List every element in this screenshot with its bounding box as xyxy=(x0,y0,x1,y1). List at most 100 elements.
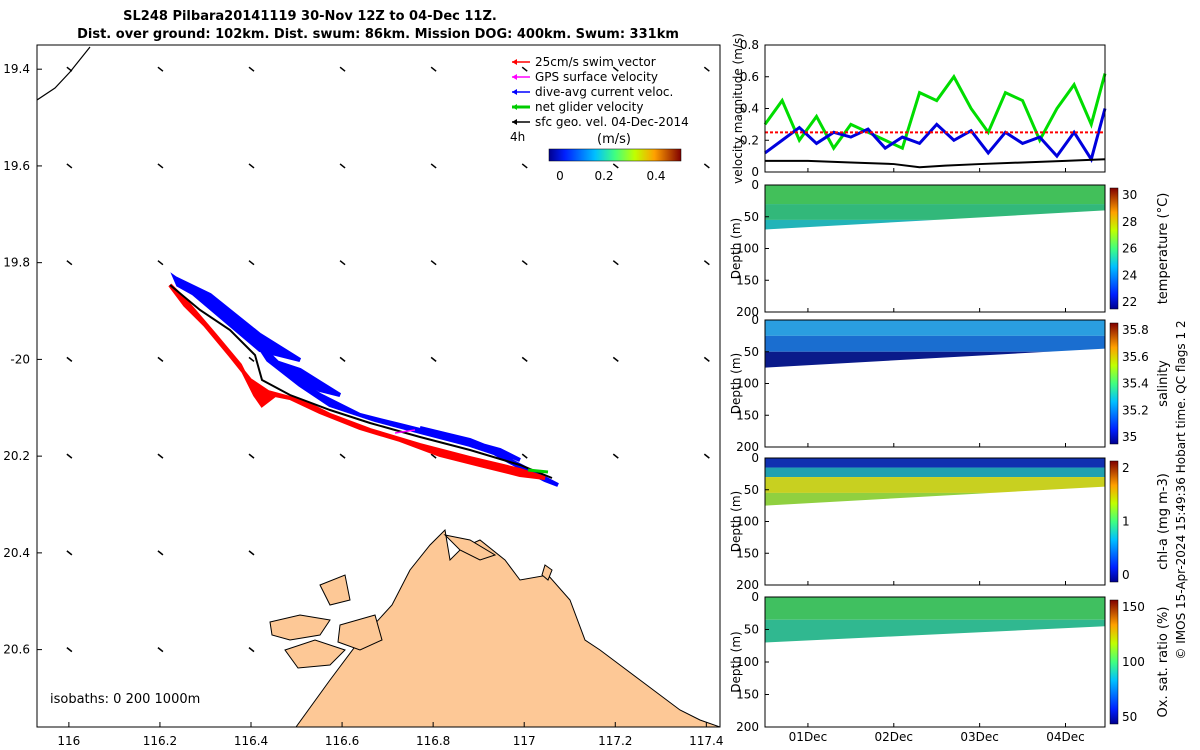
geo-velocity-arrow xyxy=(248,356,255,362)
figure-title-line2: Dist. over ground: 102km. Dist. swum: 86… xyxy=(77,27,679,42)
colorbar-label: temperature (°C) xyxy=(1156,193,1171,305)
geo-velocity-arrow xyxy=(66,260,73,266)
geo-velocity-arrow xyxy=(339,356,346,362)
depth-band xyxy=(765,335,1105,352)
geo-velocity-arrow xyxy=(157,550,164,556)
y-tick-label: 0.2 xyxy=(740,133,759,147)
lat-tick-label: 19.8 xyxy=(3,256,30,270)
y-tick-label: 150 xyxy=(736,546,759,560)
geo-velocity-arrow xyxy=(612,356,619,362)
depth-band xyxy=(765,219,1105,230)
land-mainland xyxy=(295,528,720,727)
legend-arrowhead xyxy=(512,119,517,125)
geo-velocity-arrow xyxy=(703,163,710,169)
depth-band xyxy=(765,597,1105,620)
figure-title-line1: SL248 Pilbara20141119 30-Nov 12Z to 04-D… xyxy=(123,9,497,24)
geo-velocity-arrow xyxy=(430,66,437,72)
map-panel: 116 116.2 116.4 116.6 116.8 117 117.2 117.4 19.… xyxy=(3,44,724,748)
legend-arrowhead xyxy=(512,74,517,80)
lon-tick-label: 117.4 xyxy=(689,734,723,748)
depth-band xyxy=(765,320,1105,336)
track-line xyxy=(169,284,553,479)
section-fill xyxy=(765,185,1105,230)
panel-axes-box xyxy=(764,319,1106,448)
y-tick-label: 50 xyxy=(744,210,759,224)
velocity-series-line xyxy=(763,73,1107,152)
time-axis: 01Dec 02Dec 03Dec 04Dec xyxy=(789,730,1085,744)
colorbar-label: salinity xyxy=(1156,360,1171,407)
copyright-note: © IMOS 15-Apr-2024 15:49:36 Hobart time.… xyxy=(1174,320,1188,659)
y-tick-label: 150 xyxy=(736,688,759,702)
geo-velocity-arrow xyxy=(339,453,346,459)
colorbar-tick-label: 1 xyxy=(1122,515,1130,529)
geo-velocity-arrow xyxy=(612,453,619,459)
depth-band xyxy=(765,458,1105,468)
legend-label: net glider velocity xyxy=(535,100,643,114)
legend-label: 25cm/s swim vector xyxy=(535,55,656,69)
geostrophic-arrows xyxy=(66,66,710,653)
colorbar-tick-label: 26 xyxy=(1122,242,1137,256)
depth-band xyxy=(765,619,1105,643)
time-tick-label: 02Dec xyxy=(875,730,914,744)
panel-axes-box xyxy=(764,184,1106,313)
y-tick-label: 0 xyxy=(751,313,759,327)
panel-3: 0 50 100 150 200 Depth (m) 0 1 2 chl-a (mg m-3) xyxy=(729,451,1171,592)
colorbar-tick-label: 22 xyxy=(1122,295,1137,309)
colorbar-tick-label: 35 xyxy=(1122,430,1137,444)
geo-velocity-arrow xyxy=(66,163,73,169)
geo-velocity-arrow xyxy=(703,453,710,459)
geo-velocity-arrow xyxy=(66,550,73,556)
geo-velocity-arrow xyxy=(612,163,619,169)
lon-tick-label: 116 xyxy=(57,734,80,748)
geo-velocity-arrow xyxy=(430,453,437,459)
geo-velocity-arrow xyxy=(430,356,437,362)
speed-colorbar-tick: 0 xyxy=(556,169,564,183)
speed-colorbar-ticks: 0 0.2 0.4 xyxy=(556,169,665,183)
geo-velocity-arrow xyxy=(248,453,255,459)
y-tick-label: 200 xyxy=(736,440,759,454)
geo-velocity-arrow xyxy=(703,66,710,72)
geo-velocity-arrow xyxy=(157,163,164,169)
section-fill xyxy=(765,458,1105,506)
colorbar-tick-label: 2 xyxy=(1122,461,1130,475)
lon-tick-label: 116.8 xyxy=(416,734,450,748)
depth-band xyxy=(765,204,1105,220)
geo-velocity-arrow xyxy=(521,260,528,266)
depth-band xyxy=(765,185,1105,205)
colorbar-tick-label: 35.6 xyxy=(1122,350,1149,364)
lat-tick-label: 20.2 xyxy=(3,449,30,463)
geo-velocity-arrow xyxy=(248,550,255,556)
lon-tick-label: 116.2 xyxy=(143,734,177,748)
panel-2: 0 50 100 150 200 Depth (m) 35 35.2 35.4 35.6 35.8 s… xyxy=(729,313,1171,454)
velocity-series-line xyxy=(765,158,1106,169)
y-tick-label: 150 xyxy=(736,273,759,287)
colorbar-tick-label: 30 xyxy=(1122,188,1137,202)
land-island-6 xyxy=(541,564,553,581)
y-axis-label: velocity magnitude (m/s) xyxy=(731,33,745,184)
y-tick-label: 50 xyxy=(744,623,759,637)
legend-label: sfc geo. vel. 04-Dec-2014 xyxy=(535,115,689,129)
net-glider-velocity-vector xyxy=(527,468,549,474)
y-tick-label: 200 xyxy=(736,720,759,734)
colorbar-tick-label: 50 xyxy=(1122,710,1137,724)
geo-velocity-arrow xyxy=(612,66,619,72)
land-island-1 xyxy=(269,614,331,641)
time-tick-label: 04Dec xyxy=(1046,730,1085,744)
lat-tick-label: 19.6 xyxy=(3,159,30,173)
geo-velocity-arrow xyxy=(248,66,255,72)
colorbar xyxy=(1109,187,1119,310)
geo-velocity-arrow xyxy=(248,647,255,653)
depth-band xyxy=(765,467,1105,478)
panel-1: 0 50 100 150 200 Depth (m) 22 24 26 28 30 temperatu… xyxy=(729,178,1171,319)
panel-axes-box xyxy=(764,457,1106,586)
lat-tick-label: 19.4 xyxy=(3,62,30,76)
speed-colorbar xyxy=(548,148,682,162)
time-tick-label: 01Dec xyxy=(789,730,828,744)
lon-tick-label: 117.2 xyxy=(598,734,632,748)
geo-velocity-arrow xyxy=(703,356,710,362)
colorbar-tick-label: 100 xyxy=(1122,655,1145,669)
geo-velocity-arrow xyxy=(66,66,73,72)
